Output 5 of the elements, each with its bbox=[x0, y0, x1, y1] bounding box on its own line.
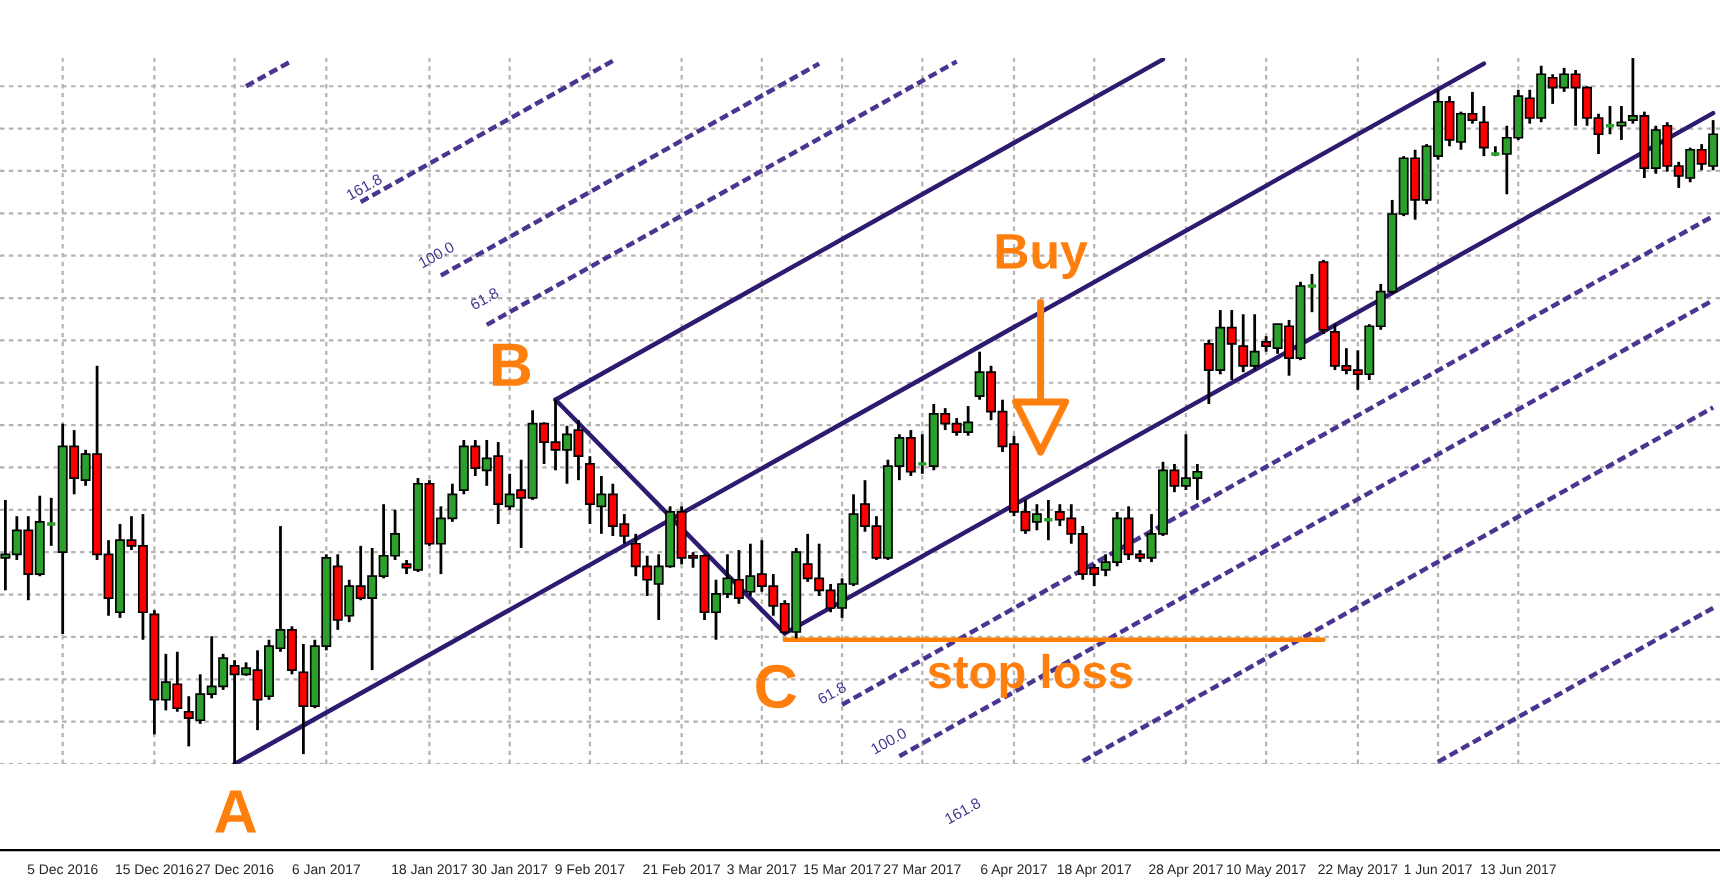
annotation: stop loss bbox=[928, 653, 1132, 698]
annotation: C bbox=[756, 664, 797, 709]
annotation: A bbox=[215, 790, 257, 833]
annotation: B bbox=[492, 343, 531, 386]
annotation: Buy bbox=[996, 234, 1088, 279]
